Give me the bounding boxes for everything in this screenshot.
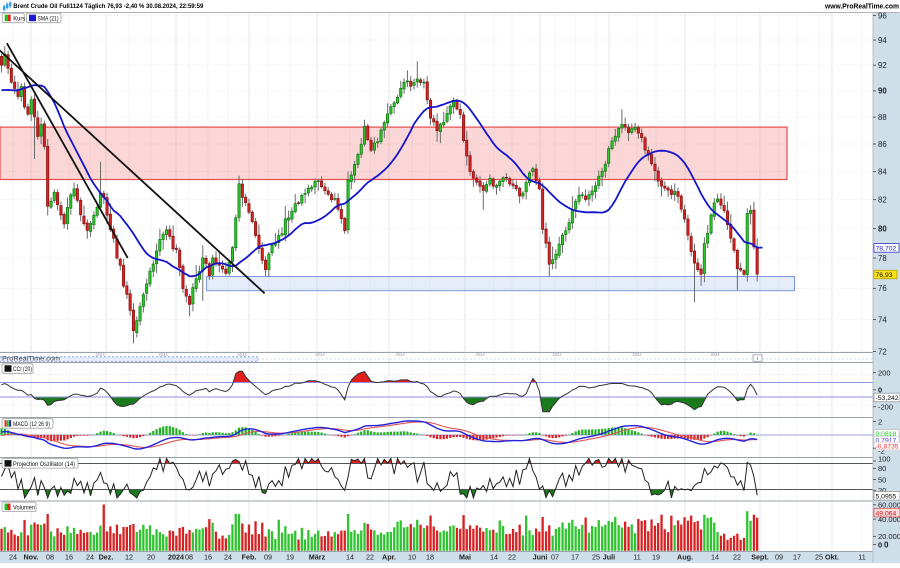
svg-text:2024: 2024 — [632, 352, 642, 357]
svg-text:Juli: Juli — [603, 553, 615, 562]
svg-text:2: 2 — [878, 418, 882, 427]
svg-text:Aug.: Aug. — [677, 553, 693, 562]
svg-text:Brent Crude Oil Full1124 Tägli: Brent Crude Oil Full1124 Täglich 76,93 -… — [13, 3, 203, 10]
svg-text:Sept.: Sept. — [751, 553, 769, 562]
svg-text:2024: 2024 — [475, 352, 485, 357]
svg-text:-0,8735: -0,8735 — [876, 443, 899, 450]
svg-text:22: 22 — [508, 553, 516, 562]
svg-text:17: 17 — [793, 553, 801, 562]
svg-text:11: 11 — [633, 553, 640, 562]
svg-text:08: 08 — [46, 553, 54, 562]
svg-text:22: 22 — [733, 553, 741, 562]
svg-text:72: 72 — [878, 347, 887, 356]
svg-text:Dez.: Dez. — [99, 553, 114, 562]
svg-text:Okt.: Okt. — [825, 553, 839, 562]
svg-text:2024: 2024 — [395, 352, 405, 357]
svg-text:Projection Oszillator (14): Projection Oszillator (14) — [13, 461, 75, 468]
svg-text:76,93: 76,93 — [876, 272, 893, 279]
svg-text:CCI (20): CCI (20) — [13, 366, 32, 373]
svg-text:50: 50 — [878, 475, 886, 484]
svg-text:92: 92 — [878, 61, 887, 70]
svg-text:19: 19 — [652, 553, 660, 562]
svg-text:17: 17 — [571, 553, 579, 562]
svg-text:Juni: Juni — [533, 553, 548, 562]
svg-text:März: März — [309, 553, 326, 562]
svg-text:0,0818: 0,0818 — [876, 431, 897, 438]
svg-text:94: 94 — [878, 36, 887, 45]
svg-text:-53,242: -53,242 — [876, 395, 899, 402]
svg-text:07: 07 — [551, 553, 559, 562]
svg-text:0: 0 — [878, 386, 882, 395]
svg-text:2024: 2024 — [237, 352, 247, 357]
svg-text:80: 80 — [878, 224, 887, 233]
svg-text:24: 24 — [224, 553, 232, 562]
svg-text:40.000: 40.000 — [878, 515, 900, 524]
svg-text:Volumen: Volumen — [13, 504, 35, 511]
svg-text:-200: -200 — [878, 403, 893, 412]
svg-text:60.000: 60.000 — [878, 501, 900, 510]
svg-text:2024: 2024 — [315, 352, 325, 357]
svg-text:Mai: Mai — [459, 553, 471, 562]
svg-text:2024: 2024 — [158, 352, 168, 357]
svg-text:i: i — [757, 356, 758, 362]
svg-text:96: 96 — [878, 11, 887, 20]
svg-text:Apr.: Apr. — [382, 553, 396, 562]
svg-text:78,702: 78,702 — [876, 246, 897, 253]
svg-text:Kurs: Kurs — [13, 15, 26, 22]
svg-text:10: 10 — [408, 553, 416, 562]
svg-text:49.064: 49.064 — [876, 510, 897, 517]
svg-text:24: 24 — [86, 553, 94, 562]
svg-text:74: 74 — [878, 315, 887, 324]
svg-text:2024: 2024 — [168, 553, 184, 562]
svg-text:0,7917: 0,7917 — [876, 438, 897, 445]
svg-text:200: 200 — [878, 368, 891, 377]
svg-text:22: 22 — [366, 553, 374, 562]
svg-text:90: 90 — [878, 87, 887, 96]
svg-text:SMA (21): SMA (21) — [38, 15, 59, 22]
svg-text:20: 20 — [147, 553, 155, 562]
svg-text:76: 76 — [878, 284, 887, 293]
svg-text:5,0955: 5,0955 — [876, 494, 897, 501]
svg-text:Feb.: Feb. — [242, 553, 257, 562]
svg-text:88: 88 — [878, 113, 887, 122]
svg-text:16: 16 — [204, 553, 212, 562]
svg-text:86: 86 — [878, 140, 887, 149]
svg-text:MACD (12 26 9): MACD (12 26 9) — [13, 421, 50, 428]
svg-text:-2: -2 — [878, 447, 885, 456]
svg-text:18: 18 — [426, 553, 434, 562]
svg-text:19: 19 — [286, 553, 294, 562]
svg-text:20.000: 20.000 — [878, 532, 900, 541]
svg-text:78: 78 — [878, 254, 887, 263]
svg-text:09: 09 — [775, 553, 783, 562]
svg-text:20: 20 — [878, 486, 886, 495]
svg-text:11: 11 — [858, 553, 865, 562]
svg-text:80: 80 — [878, 464, 886, 473]
svg-text:2024: 2024 — [710, 352, 720, 357]
svg-text:25: 25 — [592, 553, 600, 562]
svg-text:ProRealTime.com: ProRealTime.com — [2, 355, 60, 362]
svg-text:09: 09 — [264, 553, 272, 562]
svg-text:www.ProRealTime.com: www.ProRealTime.com — [824, 2, 899, 11]
svg-text:25: 25 — [815, 553, 823, 562]
svg-text:2024: 2024 — [95, 352, 105, 357]
svg-text:82: 82 — [878, 195, 887, 204]
svg-text:14: 14 — [711, 553, 719, 562]
svg-text:2024: 2024 — [552, 352, 562, 357]
svg-text:0: 0 — [884, 541, 889, 550]
svg-text:14: 14 — [346, 553, 354, 562]
svg-text:08: 08 — [185, 553, 193, 562]
svg-text:16: 16 — [65, 553, 73, 562]
svg-text:12: 12 — [125, 553, 133, 562]
svg-text:14: 14 — [490, 553, 498, 562]
svg-text:24: 24 — [9, 553, 17, 562]
svg-text:100: 100 — [878, 454, 891, 463]
svg-text:Nov.: Nov. — [23, 553, 38, 562]
svg-text:0: 0 — [878, 540, 882, 549]
svg-text:84: 84 — [878, 167, 887, 176]
